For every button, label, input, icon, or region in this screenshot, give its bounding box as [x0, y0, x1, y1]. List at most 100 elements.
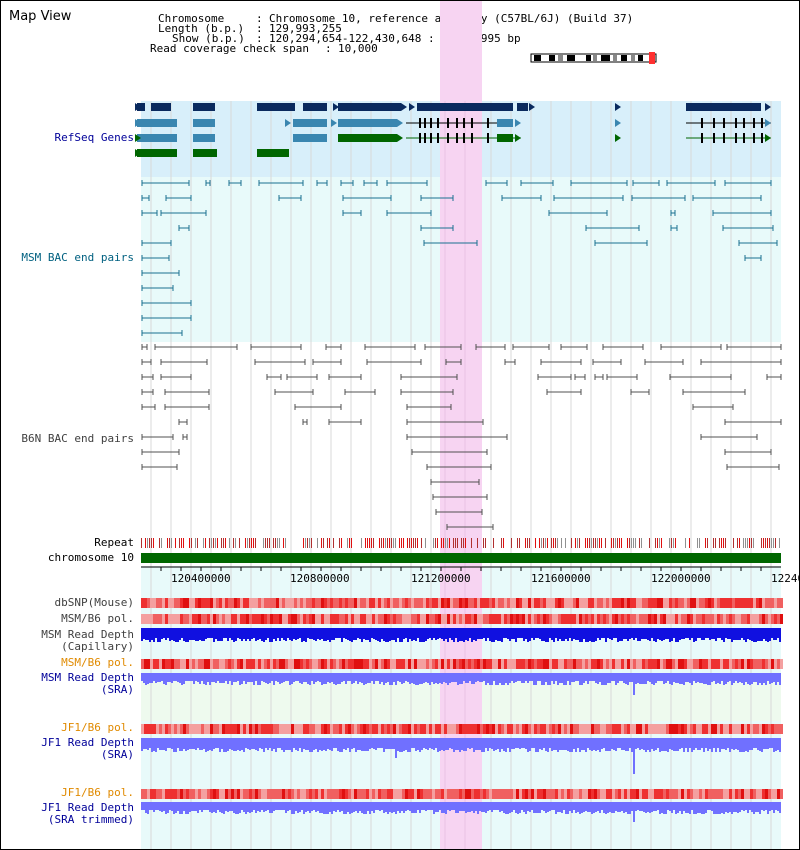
read-depth-bar: [483, 673, 485, 681]
polymorphism-cell: [756, 659, 759, 669]
polymorphism-cell: [678, 724, 681, 734]
read-depth-bar: [275, 628, 277, 641]
polymorphism-cell: [375, 659, 378, 669]
repeat-element: [443, 538, 444, 548]
read-depth-bar: [497, 802, 499, 810]
read-depth-bar: [537, 673, 539, 681]
track-label-b6n-bac[interactable]: B6N BAC end pairs: [21, 432, 134, 445]
track-label-jf1-depth-trimmed[interactable]: JF1 Read Depth: [41, 801, 134, 814]
read-depth-bar: [635, 628, 637, 638]
read-depth-bar: [605, 738, 607, 751]
read-depth-bar: [531, 673, 533, 681]
polymorphism-cell: [411, 598, 414, 608]
read-depth-bar: [147, 673, 149, 684]
read-depth-bar: [643, 628, 645, 639]
polymorphism-cell: [525, 598, 528, 608]
track-label-jf1-b6-pol[interactable]: JF1/B6 pol.: [61, 721, 134, 734]
gene-feature: [151, 103, 171, 111]
repeat-element: [765, 538, 766, 548]
polymorphism-cell: [492, 614, 495, 624]
read-depth-bar: [675, 738, 677, 751]
read-depth-bar: [397, 738, 399, 751]
polymorphism-cell: [762, 724, 765, 734]
polymorphism-cell: [387, 724, 390, 734]
track-label-repeat[interactable]: Repeat: [94, 536, 134, 549]
track-label-msm-bac[interactable]: MSM BAC end pairs: [21, 251, 134, 264]
repeat-element: [649, 538, 650, 548]
polymorphism-cell: [681, 659, 684, 669]
read-depth-bar: [251, 673, 253, 682]
track-label-msm-depth-sra[interactable]: MSM Read Depth: [41, 671, 134, 684]
track-label-msm-depth-capillary[interactable]: MSM Read Depth: [41, 628, 134, 641]
read-depth-bar: [157, 673, 159, 682]
track-label-refseq[interactable]: RefSeq Genes: [54, 131, 134, 144]
polymorphism-cell: [732, 614, 735, 624]
read-depth-bar: [369, 738, 371, 749]
polymorphism-cell: [408, 724, 411, 734]
read-depth-bar: [681, 628, 683, 639]
polymorphism-cell: [204, 724, 207, 734]
polymorphism-cell: [309, 789, 312, 799]
read-depth-bar: [765, 673, 767, 685]
read-depth-bar: [739, 628, 741, 640]
polymorphism-cell: [489, 659, 492, 669]
read-depth-bar: [193, 628, 195, 640]
polymorphism-cell: [504, 724, 507, 734]
polymorphism-cell: [441, 614, 444, 624]
read-depth-bar: [249, 628, 251, 641]
repeat-element: [611, 538, 612, 548]
read-depth-bar: [193, 802, 195, 811]
read-depth-bar: [645, 673, 647, 684]
read-depth-bar: [651, 628, 653, 638]
polymorphism-cell: [534, 724, 537, 734]
polymorphism-cell: [201, 789, 204, 799]
repeat-element: [393, 538, 394, 548]
polymorphism-cell: [174, 614, 177, 624]
repeat-element: [175, 538, 176, 548]
gene-exon: [701, 118, 703, 128]
axis-tick-label: 12240: [771, 572, 799, 585]
track-label-msm-b6-pol[interactable]: MSM/B6 pol.: [61, 612, 134, 625]
polymorphism-cell: [444, 659, 447, 669]
read-depth-bar: [765, 628, 767, 641]
read-depth-bar: [181, 738, 183, 751]
polymorphism-cell: [576, 614, 579, 624]
repeat-element: [715, 538, 716, 548]
read-depth-bar: [711, 673, 713, 682]
ideogram-band: [549, 55, 555, 61]
gene-exon: [447, 133, 449, 143]
track-label-jf1-depth-sra[interactable]: JF1 Read Depth: [41, 736, 134, 749]
polymorphism-cell: [534, 598, 537, 608]
read-depth-bar: [505, 628, 507, 638]
polymorphism-cell: [717, 598, 720, 608]
read-depth-bar: [617, 738, 619, 748]
read-depth-bar: [757, 738, 759, 750]
read-depth-bar: [739, 738, 741, 752]
read-depth-bar: [649, 738, 651, 752]
read-depth-bar: [419, 628, 421, 642]
read-depth-bar: [421, 628, 423, 642]
read-depth-bar: [307, 802, 309, 811]
polymorphism-cell: [273, 724, 276, 734]
track-label-msm-b6-pol-sra[interactable]: MSM/B6 pol.: [61, 656, 134, 669]
read-depth-bar: [365, 628, 367, 640]
polymorphism-cell: [159, 789, 162, 799]
polymorphism-cell: [591, 598, 594, 608]
read-depth-bar: [731, 802, 733, 814]
polymorphism-cell: [762, 598, 765, 608]
track-label-chromosome[interactable]: chromosome 10: [47, 551, 134, 564]
read-depth-bar: [381, 738, 383, 748]
polymorphism-cell: [414, 659, 417, 669]
read-depth-bar: [537, 628, 539, 638]
read-depth-bar: [605, 628, 607, 642]
read-depth-bar: [331, 802, 333, 814]
repeat-element: [589, 538, 590, 548]
read-depth-bar: [669, 673, 671, 684]
track-label-dbsnp[interactable]: dbSNP(Mouse): [54, 596, 134, 609]
track-label-jf1-b6-pol-trimmed[interactable]: JF1/B6 pol.: [61, 786, 134, 799]
polymorphism-cell: [510, 724, 513, 734]
read-depth-bar: [419, 738, 421, 752]
read-depth-bar: [357, 738, 359, 750]
read-depth-bar: [725, 802, 727, 812]
